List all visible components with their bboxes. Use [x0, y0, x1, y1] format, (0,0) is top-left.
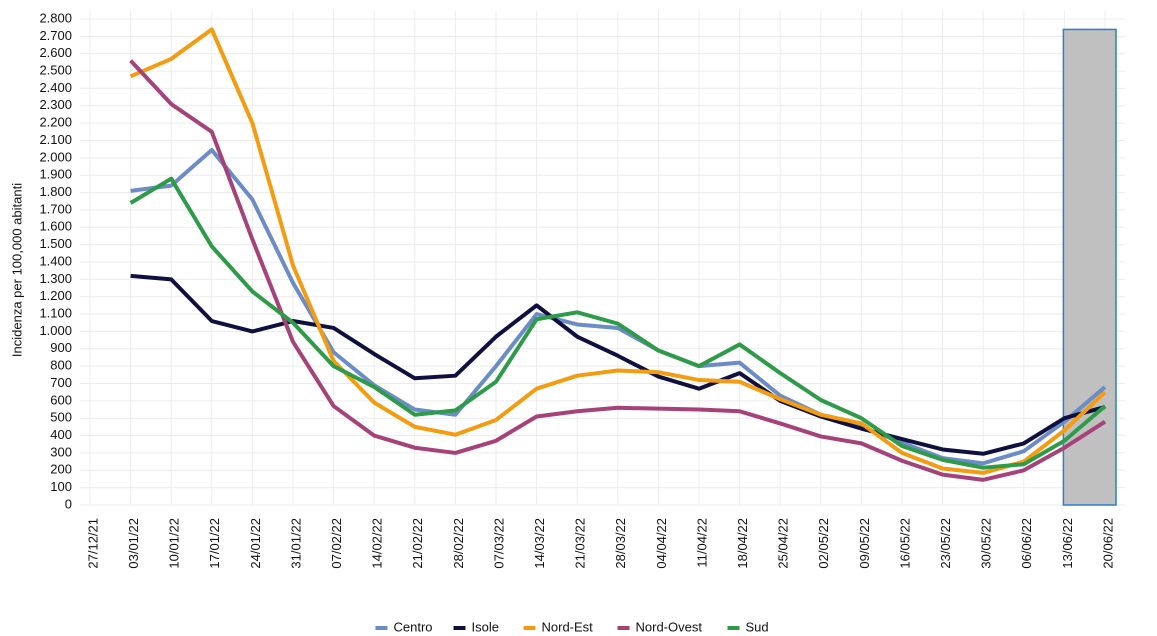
x-tick-label: 03/01/22: [126, 518, 141, 569]
x-tick-label: 14/03/22: [532, 518, 547, 569]
x-tick-label: 11/04/22: [694, 518, 709, 568]
x-tick-label: 17/01/22: [207, 518, 222, 569]
x-tick-label: 25/04/22: [776, 518, 791, 569]
x-tick-label: 16/05/22: [897, 518, 912, 569]
y-tick-label: 2.200: [39, 115, 72, 130]
y-tick-label: 100: [50, 479, 72, 494]
x-tick-label: 04/04/22: [654, 518, 669, 569]
x-tick-label: 18/04/22: [735, 518, 750, 569]
y-tick-label: 1.400: [39, 253, 72, 268]
y-tick-label: 2.600: [39, 45, 72, 60]
series-line: [129, 27, 1107, 475]
x-tick-label: 13/06/22: [1060, 518, 1075, 569]
y-tick-label: 200: [50, 462, 72, 477]
x-tick-label: 27/12/21: [85, 518, 100, 569]
legend-label: Centro: [394, 619, 433, 634]
x-tick-label: 07/03/22: [491, 518, 506, 569]
x-tick-label: 07/02/22: [329, 518, 344, 569]
y-tick-label: 700: [50, 375, 72, 390]
y-tick-label: 2.100: [39, 132, 72, 147]
y-tick-label: 0: [65, 496, 72, 511]
legend-label: Nord-Est: [542, 619, 594, 634]
y-tick-label: 800: [50, 358, 72, 373]
y-tick-label: 1.900: [39, 167, 72, 182]
x-tick-label: 09/05/22: [857, 518, 872, 569]
y-tick-label: 1.200: [39, 288, 72, 303]
legend-label: Sud: [746, 619, 769, 634]
x-tick-label: 02/05/22: [816, 518, 831, 569]
y-tick-label: 1.800: [39, 184, 72, 199]
y-tick-label: 900: [50, 340, 72, 355]
x-tick-label: 14/02/22: [370, 518, 385, 569]
series-line: [129, 59, 1107, 482]
y-tick-label: 1.500: [39, 236, 72, 251]
x-tick-label: 20/06/22: [1100, 518, 1115, 569]
y-tick-label: 1.100: [39, 306, 72, 321]
x-tick-label: 30/05/22: [979, 518, 994, 569]
y-tick-label: 2.500: [39, 63, 72, 78]
y-tick-label: 1.600: [39, 219, 72, 234]
y-tick-label: 2.000: [39, 149, 72, 164]
y-tick-label: 2.800: [39, 10, 72, 25]
y-tick-label: 300: [50, 444, 72, 459]
x-tick-label: 10/01/22: [167, 518, 182, 569]
x-tick-label: 24/01/22: [248, 518, 263, 569]
y-tick-label: 2.700: [39, 28, 72, 43]
x-tick-label: 06/06/22: [1019, 518, 1034, 569]
x-tick-label: 21/02/22: [410, 518, 425, 569]
series-line: [129, 176, 1107, 470]
y-tick-label: 1.300: [39, 271, 72, 286]
y-tick-label: 2.300: [39, 97, 72, 112]
y-axis-label: Incidenza per 100,000 abitanti: [9, 183, 24, 357]
y-tick-label: 500: [50, 410, 72, 425]
x-tick-label: 31/01/22: [288, 518, 303, 569]
y-tick-label: 1.000: [39, 323, 72, 338]
x-tick-label: 28/03/22: [613, 518, 628, 569]
y-tick-label: 1.700: [39, 201, 72, 216]
x-tick-label: 28/02/22: [451, 518, 466, 569]
x-tick-label: 23/05/22: [938, 518, 953, 569]
x-tick-label: 21/03/22: [573, 518, 588, 569]
y-tick-label: 2.400: [39, 80, 72, 95]
y-tick-label: 600: [50, 392, 72, 407]
legend-label: Isole: [472, 619, 499, 634]
y-tick-label: 400: [50, 427, 72, 442]
legend-label: Nord-Ovest: [636, 619, 703, 634]
